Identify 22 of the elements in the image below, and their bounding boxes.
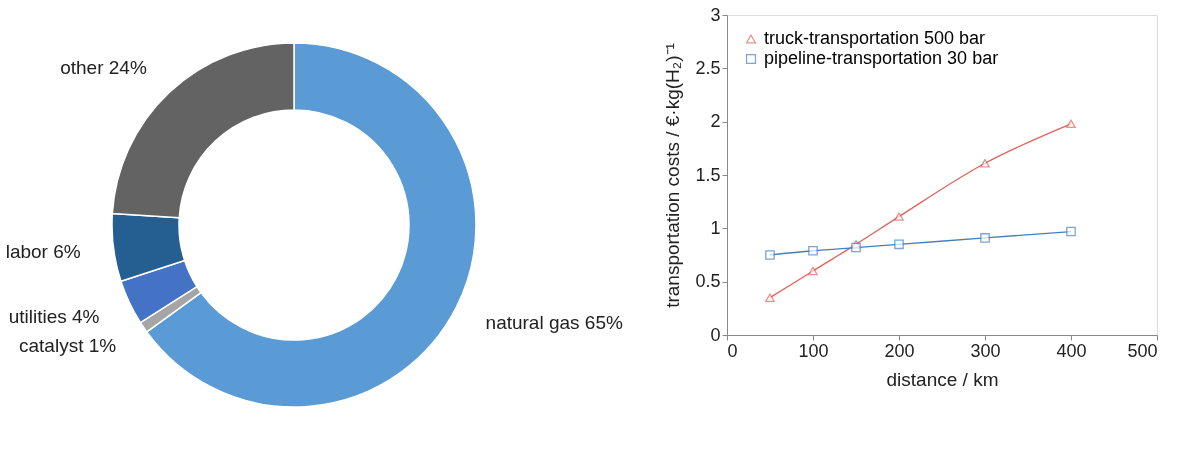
y-tick-label: 0.5 (695, 271, 721, 292)
x-tick-label: 400 (1056, 340, 1087, 361)
x-tick-label: 500 (1127, 340, 1158, 361)
y-tick-label: 1.5 (695, 164, 721, 185)
legend-label: truck-transportation 500 bar (764, 28, 986, 48)
slice-label: utilities 4% (8, 305, 100, 327)
y-tick-label: 2.5 (695, 57, 721, 78)
slice-label: other 24% (60, 57, 147, 79)
x-tick-label: 0 (727, 340, 738, 361)
y-tick-label: 3 (710, 4, 721, 25)
x-tick-label: 200 (884, 340, 915, 361)
slice-label: catalyst 1% (19, 334, 117, 356)
y-tick-label: 1 (710, 217, 721, 238)
x-tick-label: 300 (970, 340, 1001, 361)
y-tick-label: 2 (710, 111, 721, 132)
y-tick-label: 0 (710, 324, 721, 345)
slice-label: natural gas 65% (485, 311, 623, 333)
x-tick-label: 100 (798, 340, 829, 361)
legend-label: pipeline-transportation 30 bar (764, 48, 999, 68)
slice-label: labor 6% (5, 240, 81, 262)
x-axis-title: distance / km (886, 368, 999, 390)
y-axis-title: transportation costs / €·kg(H₂)⁻¹ (662, 43, 684, 308)
